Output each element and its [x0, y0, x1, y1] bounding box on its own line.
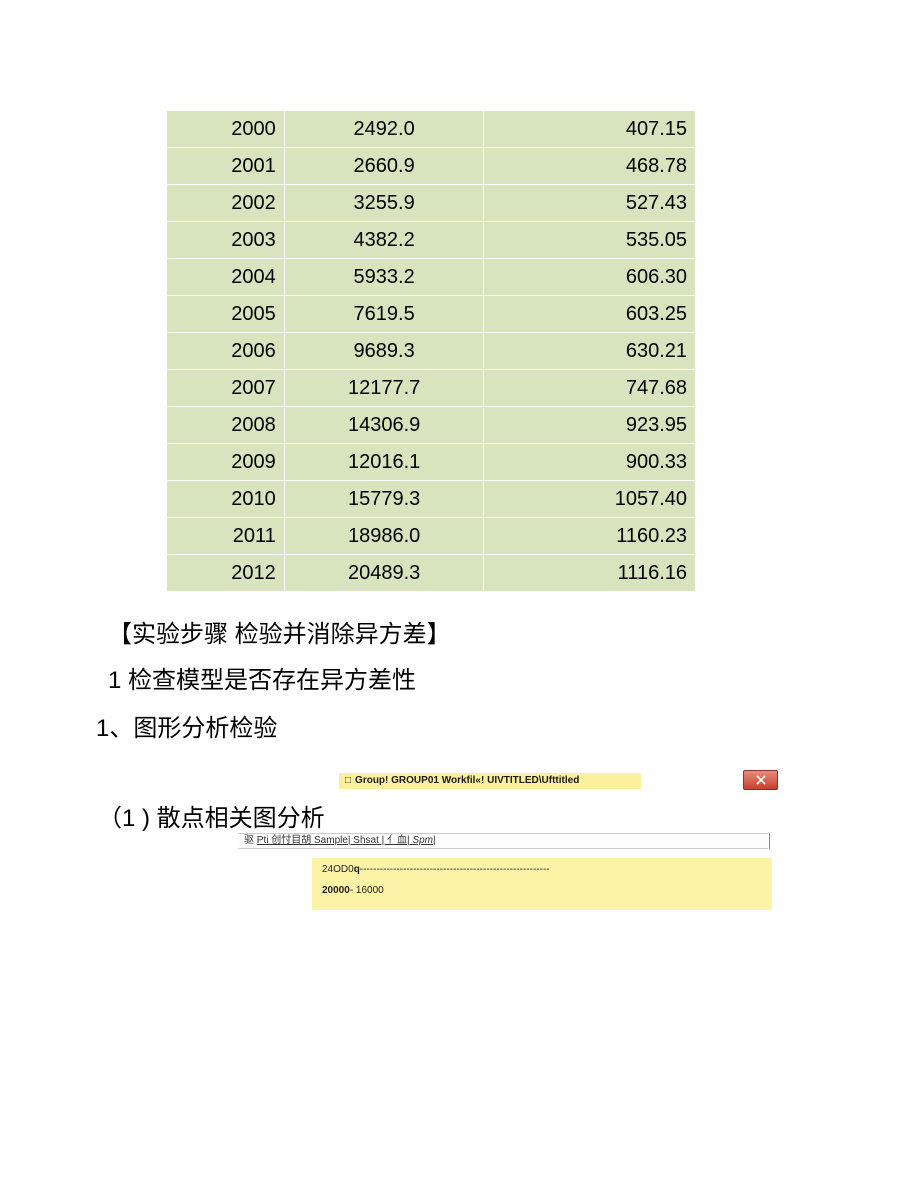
heading-scatter-plot: （1 ) 散点相关图分析 — [98, 798, 325, 833]
cell-year: 2012 — [167, 555, 285, 592]
toolbar-prefix: 驱 — [244, 835, 257, 846]
cell-value-1: 5933.2 — [284, 259, 484, 296]
cell-value-1: 18986.0 — [284, 518, 484, 555]
cell-value-2: 1160.23 — [484, 518, 696, 555]
cell-value-1: 2492.0 — [284, 111, 484, 148]
cell-year: 2009 — [167, 444, 285, 481]
cell-year: 2004 — [167, 259, 285, 296]
cell-value-1: 15779.3 — [284, 481, 484, 518]
cell-year: 2002 — [167, 185, 285, 222]
chart-line-1: 24OD0q----------------------------------… — [322, 864, 762, 875]
table-row: 20002492.0407.15 — [167, 111, 696, 148]
toolbar-items[interactable]: Pti 创忖目胡 Sample| Shsat | 亻血| — [257, 835, 413, 846]
table-row: 201015779.31057.40 — [167, 481, 696, 518]
group-title-box-icon: □ — [345, 775, 351, 786]
cell-year: 2001 — [167, 148, 285, 185]
chart-area: 24OD0q----------------------------------… — [312, 858, 772, 910]
cell-year: 2010 — [167, 481, 285, 518]
cell-value-1: 7619.5 — [284, 296, 484, 333]
cell-value-1: 4382.2 — [284, 222, 484, 259]
cell-value-2: 747.68 — [484, 370, 696, 407]
table-row: 20023255.9527.43 — [167, 185, 696, 222]
table-row: 20057619.5603.25 — [167, 296, 696, 333]
cell-value-2: 468.78 — [484, 148, 696, 185]
table-row: 200814306.9923.95 — [167, 407, 696, 444]
chart-line-2: 20000- 16000 — [322, 885, 762, 896]
table-row: 200712177.7747.68 — [167, 370, 696, 407]
cell-value-2: 606.30 — [484, 259, 696, 296]
table-row: 201118986.01160.23 — [167, 518, 696, 555]
cell-value-2: 527.43 — [484, 185, 696, 222]
cell-year: 2005 — [167, 296, 285, 333]
group-title-text: Group! GROUP01 Workfil«! UIVTITLED\Uftti… — [355, 775, 579, 786]
chart-dashes: ----------------------------------------… — [360, 864, 550, 875]
close-button[interactable] — [743, 770, 778, 790]
chart-24od0: 24OD0 — [322, 864, 354, 875]
heading-check-model: 1 检查模型是否存在异方差性 — [108, 660, 416, 695]
chart-16000: - 16000 — [350, 885, 384, 896]
cell-year: 2003 — [167, 222, 285, 259]
cell-value-1: 3255.9 — [284, 185, 484, 222]
cell-value-2: 535.05 — [484, 222, 696, 259]
cell-value-1: 20489.3 — [284, 555, 484, 592]
group-window-title: □ Group! GROUP01 Workfil«! UIVTITLED\Uftt… — [339, 773, 641, 789]
cell-year: 2007 — [167, 370, 285, 407]
cell-value-1: 12177.7 — [284, 370, 484, 407]
toolbar-right-border — [769, 833, 770, 849]
cell-value-1: 12016.1 — [284, 444, 484, 481]
cell-value-2: 1057.40 — [484, 481, 696, 518]
chart-20000: 20000 — [322, 885, 350, 896]
close-icon — [755, 775, 767, 785]
data-table: 20002492.0407.1520012660.9468.7820023255… — [166, 110, 696, 592]
cell-value-2: 1116.16 — [484, 555, 696, 592]
table-row: 20069689.3630.21 — [167, 333, 696, 370]
table-row: 20045933.2606.30 — [167, 259, 696, 296]
cell-value-1: 9689.3 — [284, 333, 484, 370]
toolbar: 驱 Pti 创忖目胡 Sample| Shsat | 亻血| Spm| — [238, 833, 768, 849]
table-row: 20012660.9468.78 — [167, 148, 696, 185]
cell-year: 2000 — [167, 111, 285, 148]
cell-value-2: 923.95 — [484, 407, 696, 444]
table-row: 20034382.2535.05 — [167, 222, 696, 259]
cell-year: 2006 — [167, 333, 285, 370]
cell-value-2: 603.25 — [484, 296, 696, 333]
cell-year: 2011 — [167, 518, 285, 555]
table-row: 201220489.31116.16 — [167, 555, 696, 592]
heading-graphic-analysis: 1、图形分析检验 — [96, 708, 277, 743]
toolbar-suffix: | — [433, 835, 436, 846]
cell-value-2: 900.33 — [484, 444, 696, 481]
cell-value-2: 630.21 — [484, 333, 696, 370]
data-table-body: 20002492.0407.1520012660.9468.7820023255… — [167, 111, 696, 592]
cell-year: 2008 — [167, 407, 285, 444]
toolbar-spm[interactable]: Spm — [412, 835, 433, 846]
cell-value-2: 407.15 — [484, 111, 696, 148]
heading-experiment-steps: 【实验步骤 检验并消除异方差】 — [108, 614, 451, 649]
cell-value-1: 14306.9 — [284, 407, 484, 444]
cell-value-1: 2660.9 — [284, 148, 484, 185]
table-row: 200912016.1900.33 — [167, 444, 696, 481]
